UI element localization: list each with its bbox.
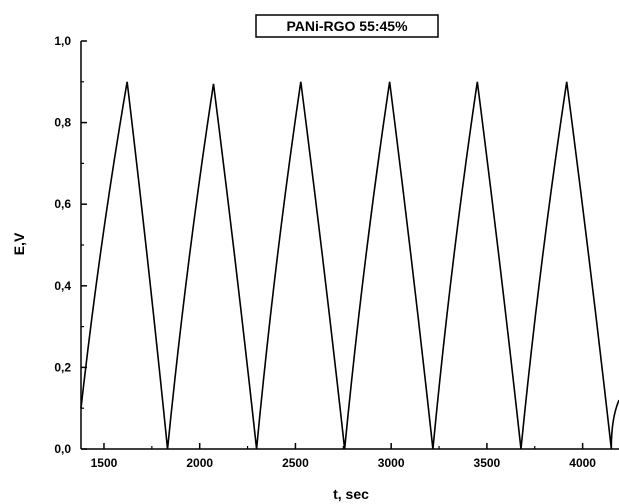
y-tick-label: 0,2 [54, 360, 71, 374]
title-frame [255, 14, 439, 38]
x-tick-label: 4000 [569, 456, 596, 470]
data-series-line [80, 81, 619, 450]
y-tick-label: 0,0 [54, 442, 71, 456]
x-tick-label: 3500 [474, 456, 501, 470]
y-tick-label: 1,0 [54, 34, 71, 48]
chart-title-box: PANi-RGO 55:45% [255, 14, 439, 38]
x-axis-label: t, sec [333, 486, 369, 502]
y-tick-label: 0,6 [54, 197, 71, 211]
chart-title: PANi-RGO 55:45% [286, 18, 408, 34]
plot-layer: 0,0 0,2 0,4 0,6 0,8 1,0 1500 2000 2500 3000 3500 40… [54, 34, 619, 470]
x-tick-label: 2000 [186, 456, 213, 470]
x-tick-label: 1500 [91, 456, 118, 470]
x-tick-label: 3000 [378, 456, 405, 470]
y-axis-label: E,V [11, 232, 27, 255]
y-tick-label: 0,4 [54, 279, 71, 293]
x-tick-label: 2500 [282, 456, 309, 470]
y-tick-label: 0,8 [54, 116, 71, 130]
